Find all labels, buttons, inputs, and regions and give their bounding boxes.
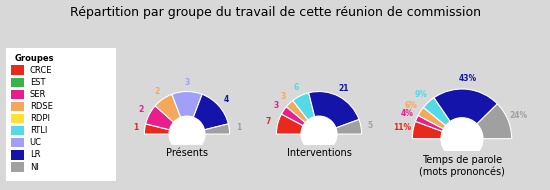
Circle shape — [169, 116, 205, 152]
Text: RDPI: RDPI — [30, 114, 50, 123]
Text: Présents: Présents — [166, 148, 208, 158]
Text: 4%: 4% — [400, 109, 413, 118]
Bar — [11, 150, 24, 160]
Wedge shape — [434, 89, 497, 139]
Text: 24%: 24% — [509, 111, 527, 120]
Text: 1: 1 — [133, 123, 138, 132]
Text: 3: 3 — [273, 101, 278, 109]
Bar — [11, 90, 24, 99]
Wedge shape — [462, 104, 512, 139]
Wedge shape — [172, 92, 202, 134]
Wedge shape — [418, 108, 462, 139]
Wedge shape — [415, 116, 462, 139]
Text: 43%: 43% — [459, 74, 477, 83]
Bar — [11, 114, 24, 123]
Text: 1: 1 — [236, 123, 241, 132]
Wedge shape — [277, 114, 319, 134]
Wedge shape — [287, 101, 319, 134]
Text: 3: 3 — [280, 92, 285, 101]
Text: 2: 2 — [139, 105, 144, 114]
Text: NI: NI — [30, 163, 38, 172]
Text: EST: EST — [30, 78, 45, 87]
Text: Temps de parole
(mots prononcés): Temps de parole (mots prononcés) — [419, 155, 505, 177]
Text: 4: 4 — [223, 95, 228, 104]
Text: SER: SER — [30, 90, 46, 99]
Text: LR: LR — [30, 150, 40, 159]
Wedge shape — [155, 94, 187, 134]
FancyBboxPatch shape — [2, 44, 119, 184]
Wedge shape — [412, 121, 462, 139]
Text: 9%: 9% — [415, 90, 427, 99]
Text: 6: 6 — [294, 83, 299, 92]
Circle shape — [441, 118, 483, 160]
Bar — [11, 65, 24, 75]
Wedge shape — [282, 107, 319, 134]
Text: 6%: 6% — [405, 101, 418, 110]
Text: UC: UC — [30, 138, 42, 147]
Bar — [11, 102, 24, 111]
Wedge shape — [146, 106, 187, 134]
Text: 21: 21 — [338, 84, 349, 93]
Bar — [11, 126, 24, 135]
Text: 7: 7 — [266, 117, 271, 126]
Wedge shape — [187, 94, 228, 134]
Text: RDSE: RDSE — [30, 102, 53, 111]
Wedge shape — [424, 98, 462, 139]
Wedge shape — [145, 124, 187, 134]
Text: CRCE: CRCE — [30, 66, 52, 75]
Bar — [11, 78, 24, 87]
Circle shape — [301, 116, 337, 152]
Wedge shape — [319, 120, 361, 134]
Text: Interventions: Interventions — [287, 148, 351, 158]
Text: Répartition par groupe du travail de cette réunion de commission: Répartition par groupe du travail de cet… — [69, 6, 481, 19]
Wedge shape — [293, 93, 319, 134]
Bar — [11, 162, 24, 172]
Text: 5: 5 — [367, 121, 373, 130]
Wedge shape — [309, 92, 359, 134]
Text: Groupes: Groupes — [14, 54, 54, 63]
Text: 3: 3 — [184, 78, 190, 87]
Text: 11%: 11% — [393, 124, 411, 132]
Bar — [11, 138, 24, 147]
Text: RTLI: RTLI — [30, 126, 47, 135]
Text: 2: 2 — [155, 87, 160, 96]
Wedge shape — [187, 124, 229, 134]
